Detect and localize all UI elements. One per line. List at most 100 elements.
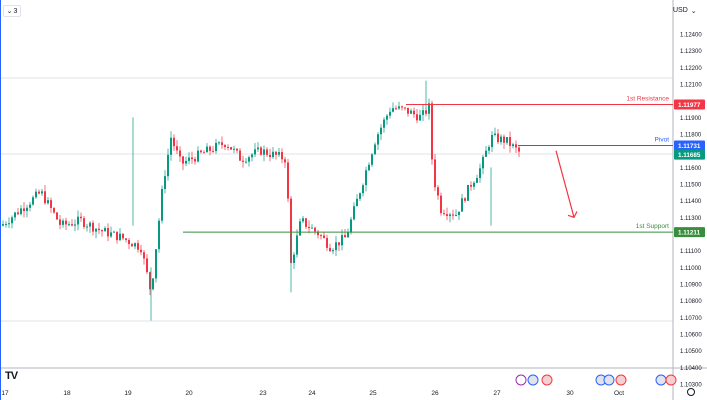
candle-body <box>413 110 415 115</box>
candle-body <box>398 106 400 109</box>
candle-body <box>248 157 250 162</box>
candle-body <box>119 233 121 241</box>
candle-body <box>56 212 58 220</box>
candle-body <box>5 224 7 226</box>
candle-body <box>278 152 280 155</box>
price-axis: 1.12400 1.12300 1.12200 1.12100 1.11900 1.118… <box>680 33 702 389</box>
candle-body <box>203 152 205 154</box>
candle-body <box>275 151 277 155</box>
candle-body <box>17 212 19 215</box>
candle-body <box>461 198 463 212</box>
candle-body <box>83 218 85 227</box>
price-tag <box>674 140 705 151</box>
candle-body <box>290 198 292 263</box>
candle-body <box>89 222 91 227</box>
candle-body <box>371 154 373 165</box>
candle-body <box>269 154 271 158</box>
collapse-count: 3 <box>13 7 18 15</box>
candle-body <box>212 150 214 152</box>
candle-body <box>146 258 148 273</box>
candle-body <box>422 110 424 115</box>
candle-body <box>137 243 139 250</box>
candle-body <box>497 133 499 143</box>
candle-body <box>518 147 520 152</box>
price-tick-label: 1.12300 <box>680 49 702 55</box>
candle-body <box>356 198 358 207</box>
candle-body <box>194 159 196 162</box>
candle-body <box>365 170 367 186</box>
time-tick-label: 26 <box>431 390 439 397</box>
candle-body <box>380 127 382 135</box>
price-tick-label: 1.12100 <box>680 83 702 89</box>
candle-body <box>323 235 325 238</box>
arrow-head <box>567 211 578 219</box>
candle-body <box>101 230 103 232</box>
price-tag-label: 1.11685 <box>678 152 701 159</box>
candle-body <box>152 278 154 290</box>
candle-body <box>506 137 508 143</box>
candle-body <box>350 219 352 233</box>
price-tag <box>674 227 705 238</box>
candle-body <box>311 227 313 229</box>
level-name: Pivot <box>655 137 670 144</box>
candle-body <box>488 147 490 151</box>
candle-body <box>326 237 328 248</box>
candle-body <box>386 115 388 120</box>
candle-body <box>302 218 304 222</box>
price-tick-label: 1.10800 <box>680 299 702 305</box>
candle-body <box>383 119 385 128</box>
time-tick-label: 27 <box>493 390 501 397</box>
price-tick-label: 1.11100 <box>680 249 701 255</box>
time-tick-label: Oct <box>614 390 624 397</box>
candle-body <box>335 242 337 251</box>
candle-body <box>347 232 349 238</box>
candle-body <box>374 144 376 155</box>
time-tick-label: 17 <box>1 390 9 397</box>
candle-body <box>77 216 79 225</box>
candle-body <box>440 195 442 214</box>
arrow-shaft <box>555 150 575 218</box>
candle-body <box>416 114 418 121</box>
candle-body <box>479 168 481 179</box>
candle-body <box>53 207 55 213</box>
candle-body <box>239 150 241 161</box>
candle-body <box>167 154 169 177</box>
candle-body <box>176 146 178 151</box>
candle-body <box>110 232 112 237</box>
candle-body <box>254 149 256 155</box>
candle-body <box>218 142 220 144</box>
price-tick-label: 1.11800 <box>680 133 702 139</box>
candle-body <box>11 217 13 224</box>
candle-body <box>68 224 70 226</box>
candle-body <box>62 220 64 225</box>
candle-body <box>95 228 97 232</box>
price-tick-label: 1.10400 <box>680 366 702 372</box>
candle-body <box>128 239 130 245</box>
candle-body <box>359 193 361 199</box>
currency-label: USD <box>673 7 688 14</box>
price-tag <box>674 99 705 110</box>
candle-body <box>500 136 502 143</box>
candle-body <box>185 160 187 164</box>
candle-body <box>485 150 487 157</box>
candle-body <box>44 191 46 204</box>
forecast-arrow <box>555 150 578 219</box>
candle-body <box>509 137 511 147</box>
collapse-toggle[interactable]: ⌄ 3 <box>3 5 21 17</box>
candle-body <box>293 254 295 263</box>
candle-body <box>431 103 433 160</box>
candle-body <box>2 224 4 226</box>
candle-body <box>200 150 202 153</box>
candle-body <box>125 238 127 240</box>
candle-body <box>407 107 409 114</box>
price-tick-label: 1.10900 <box>680 283 702 289</box>
candle-body <box>476 178 478 183</box>
candle-body <box>410 110 412 114</box>
candle-body <box>329 247 331 252</box>
candle-body <box>188 157 190 161</box>
price-tick-label: 1.11600 <box>680 166 702 172</box>
candle-body <box>272 151 274 158</box>
currency-selector[interactable]: USD ⌄ <box>673 4 707 17</box>
